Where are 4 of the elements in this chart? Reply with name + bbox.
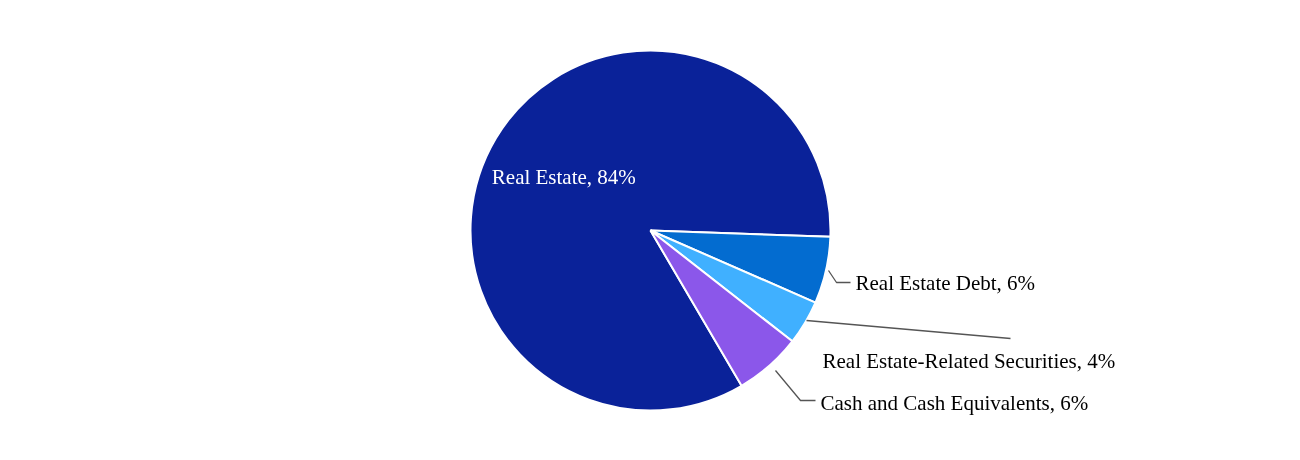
slice-label: Cash and Cash Equivalents, 6% xyxy=(820,390,1089,415)
slice-label: Real Estate Debt, 6% xyxy=(855,270,1036,295)
slice-label: Real Estate-Related Securities, 4% xyxy=(822,348,1116,373)
slice-label: Real Estate, 84% xyxy=(491,165,636,190)
